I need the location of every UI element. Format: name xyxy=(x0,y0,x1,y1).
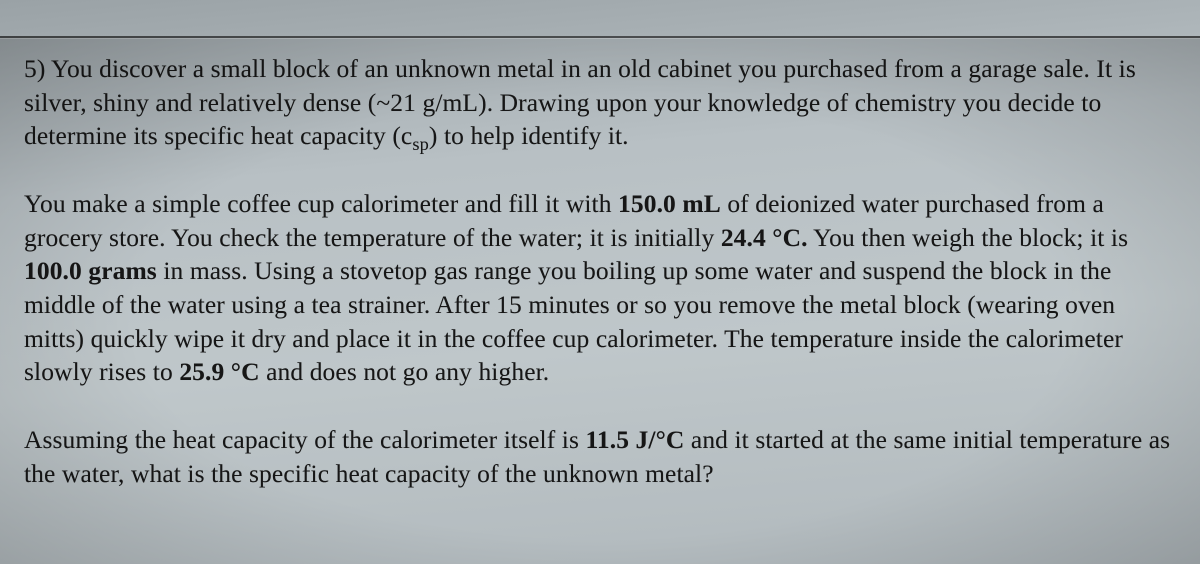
csp-subscript: sp xyxy=(412,134,429,154)
p1-text-b: ) to help identify it. xyxy=(429,121,629,150)
paragraph-3: Assuming the heat capacity of the calori… xyxy=(24,423,1176,490)
value-block-mass: 100.0 grams xyxy=(24,256,157,285)
paragraph-2: You make a simple coffee cup calorimeter… xyxy=(24,187,1176,389)
value-calorimeter-hc: 11.5 J/°C xyxy=(585,425,684,454)
p2-text-a: You make a simple coffee cup calorimeter… xyxy=(24,189,618,218)
p2-text-c: You then weigh the block; it is xyxy=(808,223,1129,252)
p2-text-e: and does not go any higher. xyxy=(260,357,550,386)
value-water-volume: 150.0 mL xyxy=(618,189,721,218)
question-number: 5) xyxy=(24,54,45,83)
question-body: 5) You discover a small block of an unkn… xyxy=(0,38,1200,490)
value-final-temp: 25.9 °C xyxy=(179,357,259,386)
paragraph-1: 5) You discover a small block of an unkn… xyxy=(24,52,1176,153)
p3-text-a: Assuming the heat capacity of the calori… xyxy=(24,425,585,454)
value-initial-temp: 24.4 °C. xyxy=(721,223,808,252)
